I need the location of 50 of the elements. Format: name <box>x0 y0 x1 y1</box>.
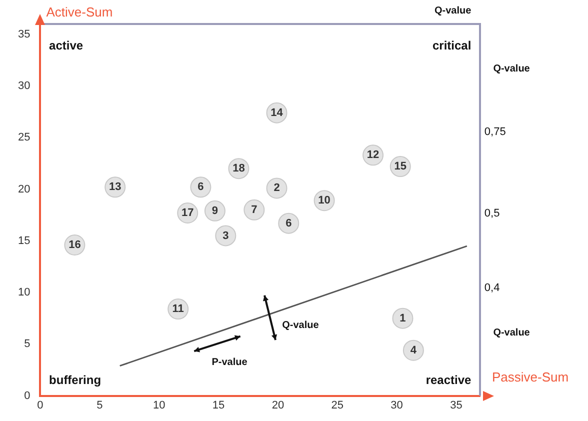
point <box>244 199 265 220</box>
annotation: P-value <box>212 357 248 368</box>
annotation: 12 <box>366 149 380 162</box>
y-tick-label: 0 <box>24 390 30 402</box>
text: 0,5 <box>484 208 500 220</box>
x-tick-label: 0 <box>37 399 44 412</box>
y-tick-label: 25 <box>18 132 30 144</box>
x-tick-label: 20 <box>272 399 284 412</box>
text: Q-value <box>434 6 472 17</box>
annotation: critical <box>432 38 472 53</box>
text: Q-value <box>493 63 530 74</box>
y-tick-label: 35 <box>18 28 30 40</box>
annotation: 9 <box>212 204 218 217</box>
annotation: 15 <box>394 160 406 173</box>
annotation: 3 <box>222 230 229 242</box>
annotation: 6 <box>198 181 204 194</box>
text: 0,4 <box>484 282 500 294</box>
x-tick-label: 5 <box>96 399 103 412</box>
x-tick-label: 35 <box>450 399 462 412</box>
annotation: 2 <box>274 182 280 194</box>
y-tick-label: 5 <box>24 338 30 350</box>
text: 0,75 <box>484 126 506 138</box>
annotation: 1 <box>400 312 406 324</box>
annotation: 6 <box>286 217 292 230</box>
annotation: 10 <box>318 194 330 207</box>
x-tick-label: 15 <box>212 399 225 412</box>
annotation: 16 <box>68 239 81 252</box>
y-tick-label: 30 <box>18 80 30 92</box>
point <box>392 308 414 329</box>
annotation: reactive <box>426 373 472 388</box>
y-tick-label: 10 <box>18 286 30 299</box>
annotation: 17 <box>181 207 194 220</box>
annotation: 4 <box>410 344 418 356</box>
x-axis-title: Passive-Sum <box>492 369 569 384</box>
y-axis-title: Active-Sum <box>46 4 113 20</box>
annotation: Q-value <box>282 320 320 331</box>
annotation: 7 <box>251 204 258 216</box>
annotation: 11 <box>172 303 184 316</box>
text: Q-value <box>493 327 530 338</box>
annotation: 18 <box>232 162 245 175</box>
y-tick-label: 15 <box>18 234 30 247</box>
x-tick-label: 30 <box>390 399 403 412</box>
annotation: 13 <box>108 181 122 194</box>
x-tick-label: 10 <box>152 399 166 412</box>
annotation: 14 <box>270 106 284 119</box>
x-tick-label: 25 <box>331 399 344 412</box>
y-tick-label: 20 <box>18 183 30 196</box>
annotation: active <box>49 38 84 53</box>
annotation: buffering <box>49 373 102 388</box>
point <box>266 178 288 199</box>
